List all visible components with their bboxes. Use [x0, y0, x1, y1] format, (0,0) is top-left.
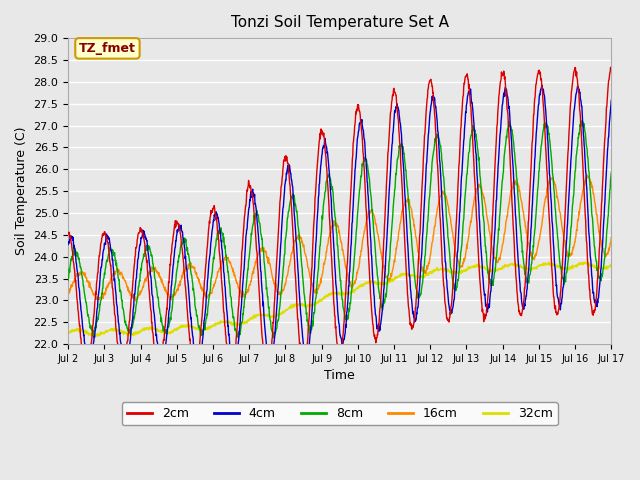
X-axis label: Time: Time — [324, 370, 355, 383]
Y-axis label: Soil Temperature (C): Soil Temperature (C) — [15, 127, 28, 255]
Text: TZ_fmet: TZ_fmet — [79, 42, 136, 55]
Title: Tonzi Soil Temperature Set A: Tonzi Soil Temperature Set A — [231, 15, 449, 30]
Legend: 2cm, 4cm, 8cm, 16cm, 32cm: 2cm, 4cm, 8cm, 16cm, 32cm — [122, 402, 557, 425]
